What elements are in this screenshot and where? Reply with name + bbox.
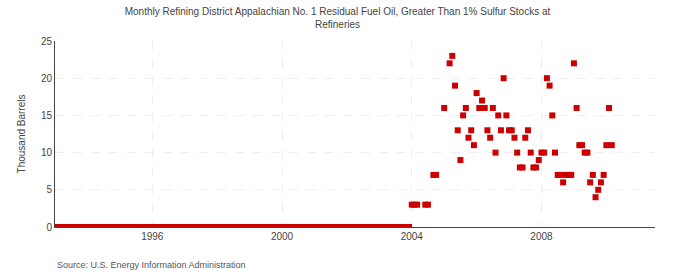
svg-text:Source: U.S. Energy Informatio: Source: U.S. Energy Information Administ…: [57, 260, 246, 270]
svg-text:25: 25: [41, 36, 53, 47]
svg-text:Thousand Barrels: Thousand Barrels: [16, 95, 27, 174]
svg-text:20: 20: [41, 73, 53, 84]
svg-text:0: 0: [46, 222, 52, 233]
svg-text:2008: 2008: [530, 231, 553, 242]
svg-text:15: 15: [41, 110, 53, 121]
svg-text:5: 5: [46, 184, 52, 195]
svg-text:1996: 1996: [141, 231, 164, 242]
svg-text:10: 10: [41, 147, 53, 158]
svg-text:2004: 2004: [401, 231, 424, 242]
svg-text:Monthly Refining District Appa: Monthly Refining District Appalachian No…: [125, 6, 551, 30]
svg-text:2000: 2000: [271, 231, 294, 242]
